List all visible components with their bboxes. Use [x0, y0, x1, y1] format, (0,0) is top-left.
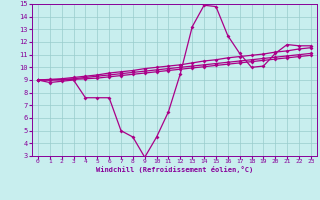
X-axis label: Windchill (Refroidissement éolien,°C): Windchill (Refroidissement éolien,°C) — [96, 166, 253, 173]
